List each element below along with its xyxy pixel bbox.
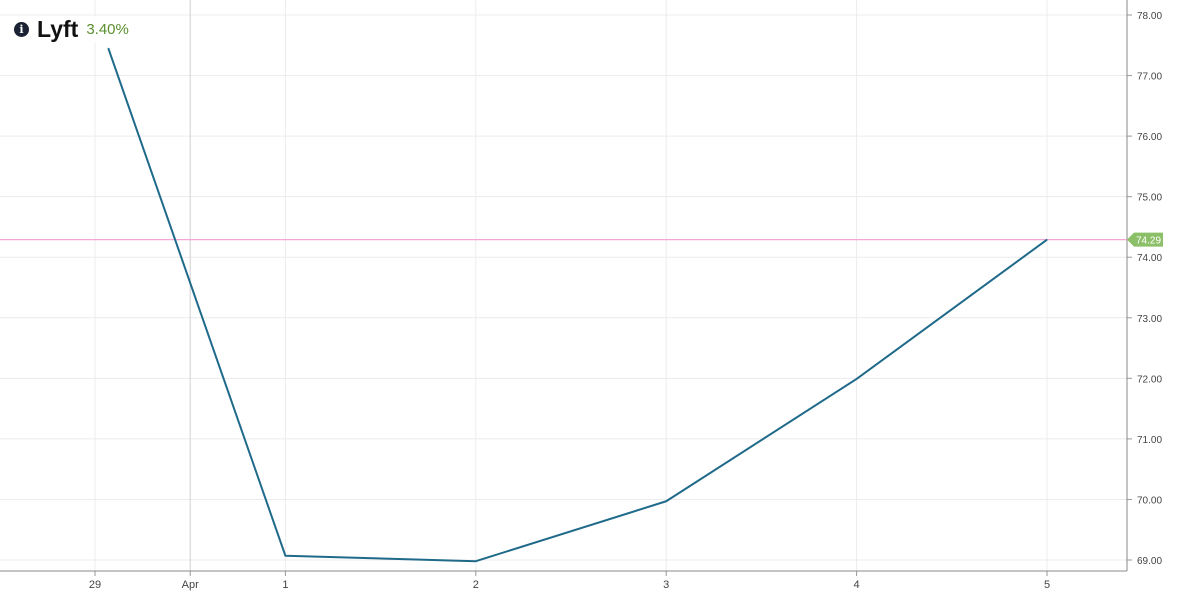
x-tick-label: 5 [1044,579,1050,591]
y-tick-label: 73.00 [1137,314,1162,325]
data-point [284,555,286,557]
y-tick-label: 72.00 [1137,374,1162,385]
current-price-label: 74.29 [1136,236,1161,247]
ticker-title: Lyft [37,16,79,42]
y-tick-label: 75.00 [1137,193,1162,204]
y-tick-label: 71.00 [1137,435,1162,446]
data-point [1046,239,1048,241]
x-tick-label: 1 [282,579,288,591]
y-tick-label: 78.00 [1137,11,1162,22]
x-tick-label: 3 [663,579,669,591]
y-tick-label: 76.00 [1137,132,1162,143]
x-tick-label: 2 [473,579,479,591]
chart-header: i Lyft 3.40% [14,16,133,43]
info-icon[interactable]: i [14,22,29,37]
y-tick-label: 70.00 [1137,495,1162,506]
data-point [856,378,858,380]
data-point [665,500,667,502]
y-tick-label: 77.00 [1137,72,1162,83]
current-price-badge [1127,232,1163,247]
price-line [107,47,1048,563]
percent-change: 3.40% [86,21,129,38]
x-tick-label: Apr [182,579,199,591]
y-tick-label: 74.00 [1137,253,1162,264]
x-tick-label: 29 [89,579,101,591]
y-tick-label: 69.00 [1137,556,1162,567]
data-point [475,560,477,562]
data-point [107,47,109,49]
x-tick-label: 4 [854,579,860,591]
